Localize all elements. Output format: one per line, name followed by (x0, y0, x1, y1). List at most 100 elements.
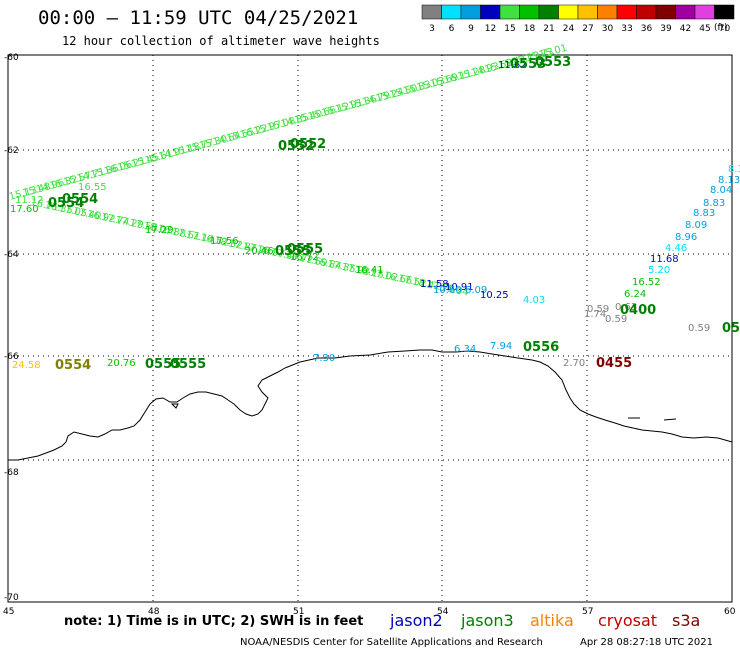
wave-height-label: 17.56 (210, 236, 239, 247)
legend-unit: (ft) (714, 23, 728, 33)
pass-time-label: 0553 (535, 55, 571, 70)
pass-time-labels: 0553055305520552055405540555055504000505… (48, 55, 740, 373)
y-tick: -68 (4, 468, 19, 478)
legend-swatch (714, 4, 735, 20)
legend-label: 27 (582, 24, 593, 34)
pass-time-label: 0555 (275, 244, 311, 259)
wave-height-label: 16.55 (78, 182, 107, 193)
wave-height-label: 0.63 (615, 302, 637, 313)
legend-swatch (636, 4, 657, 20)
wave-height-label: 20.76 (107, 358, 136, 369)
legend-label: 36 (641, 24, 653, 34)
wave-height-label: 8.83 (693, 208, 715, 219)
legend-swatch (616, 4, 637, 20)
x-tick: 54 (437, 607, 449, 617)
legend-swatch (421, 4, 442, 20)
legend-label: 45 (699, 24, 710, 34)
islands (170, 403, 677, 421)
wave-height-label: 8.04 (710, 185, 732, 196)
wave-height-label: 10.60 (433, 285, 462, 296)
legend-label: 3 (429, 24, 435, 34)
pass-time-label: 0555 (145, 357, 181, 372)
y-tick: -64 (4, 250, 19, 260)
wave-height-label: 7.94 (490, 341, 512, 352)
wave-height-label: 5.20 (648, 265, 670, 276)
pass-time-label: 0552 (290, 137, 326, 152)
x-tick: 60 (724, 607, 736, 617)
satellite-legend: jason2 jason3 altika cryosat s3a (389, 611, 700, 630)
wave-height-label: 6.09 (465, 285, 487, 296)
wave-height-label: 16.52 (632, 277, 661, 288)
legend-swatch (519, 4, 540, 20)
footer-credit: NOAA/NESDIS Center for Satellite Applica… (240, 637, 543, 648)
lat-lon-grid (8, 55, 732, 602)
legend-label: 18 (524, 24, 536, 34)
pass-time-label: 0555 (287, 242, 323, 257)
pass-time-label: 0554 (55, 358, 91, 373)
footer-note: note: 1) Time is in UTC; 2) SWH is in fe… (64, 614, 363, 629)
wave-height-label: 4.03 (523, 295, 545, 306)
wave-height-label: 8.83 (703, 198, 725, 209)
pass-time-label: 0400 (620, 303, 656, 318)
wave-height-label: 11.58 (420, 279, 449, 290)
satellite-altika: altika (530, 611, 574, 630)
wave-height-label: 7.30 (313, 353, 335, 364)
y-axis-labels: -60 -62 -64 -66 -68 -70 (4, 53, 19, 603)
wave-height-label: 16.72 (290, 252, 319, 263)
wave-height-label: 4.46 (665, 243, 687, 254)
legend-label: 21 (543, 24, 554, 34)
wave-height-label: 0.59 (587, 304, 609, 315)
x-tick: 48 (148, 607, 160, 617)
pass-time-label: 0552 (278, 139, 314, 154)
legend-swatch (675, 4, 696, 20)
pass-time-label: 0553 (510, 57, 546, 72)
y-tick: -62 (4, 146, 19, 156)
coastline (8, 349, 733, 461)
legend-label: 15 (504, 24, 515, 34)
satellite-tracks: 15.1315.4814.9615.3215.5714.7115.8616.06… (8, 43, 569, 299)
legend-label: 9 (468, 24, 474, 34)
wave-height-label: 8.96 (675, 232, 697, 243)
wave-height-label: 10.25 (480, 290, 509, 301)
legend-swatch (460, 4, 481, 20)
legend-label: 70 (719, 24, 731, 34)
wave-height-label: 20.46 (245, 246, 274, 257)
legend-label: 39 (660, 24, 672, 34)
legend-swatch (577, 4, 598, 20)
wave-height-label: 11.68 (650, 254, 679, 265)
x-tick: 51 (293, 607, 304, 617)
legend-swatch (441, 4, 462, 20)
legend-label: 30 (602, 24, 614, 34)
wave-height-label: 1.74 (584, 309, 606, 320)
wave-height-label: 16.41 (355, 265, 384, 276)
legend-label: 24 (563, 24, 575, 34)
y-tick: -66 (4, 352, 19, 362)
pass-time-label: 05 (722, 321, 740, 336)
y-tick: -70 (4, 593, 19, 603)
wave-height-label: 11.12 (15, 195, 44, 206)
satellite-cryosat: cryosat (598, 611, 657, 630)
pass-time-label: 0554 (48, 196, 84, 211)
x-tick: 45 (3, 607, 14, 617)
satellite-jason3: jason3 (460, 611, 514, 630)
legend-label: 42 (680, 24, 691, 34)
legend-label: 6 (449, 24, 455, 34)
legend-label: 12 (485, 24, 496, 34)
legend-swatch (499, 4, 520, 20)
satellite-s3a: s3a (672, 611, 700, 630)
x-axis-labels: 45 48 51 54 57 60 (3, 607, 736, 617)
y-tick: -60 (4, 53, 19, 63)
wave-height-label: 8.09 (685, 220, 707, 231)
wave-height-label: 0.59 (688, 323, 710, 334)
wave-height-label: 10.91 (445, 282, 474, 293)
wave-height-label: 17.60 (10, 204, 39, 215)
pass-time-label: 0555 (170, 357, 206, 372)
legend-swatch (538, 4, 559, 20)
wave-height-label: 8.13 (718, 175, 740, 186)
wave-height-label: 0.59 (605, 314, 627, 325)
legend-swatch (655, 4, 676, 20)
legend-swatch (694, 4, 715, 20)
map-subtitle: 12 hour collection of altimeter wave hei… (62, 34, 380, 48)
